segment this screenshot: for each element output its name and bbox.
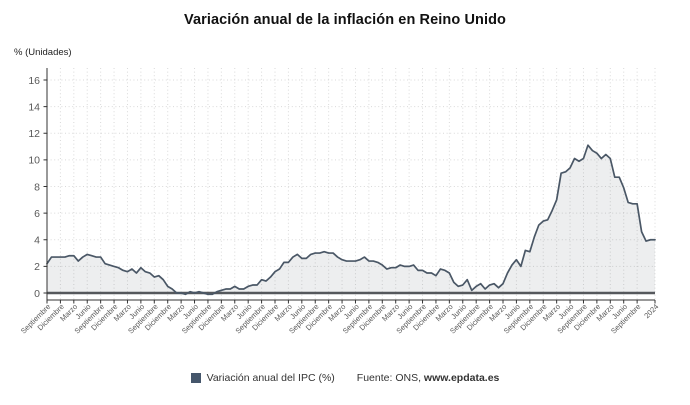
svg-text:14: 14 <box>28 101 40 113</box>
svg-text:12: 12 <box>28 128 40 140</box>
svg-text:16: 16 <box>28 75 40 87</box>
x-axis: SeptiembreDiciembreMarzoJunioSeptiembreD… <box>19 299 660 336</box>
source-prefix: Fuente: ONS, <box>356 372 424 384</box>
y-axis: 0 2 4 6 8 10 12 14 16 <box>28 68 48 300</box>
series-line <box>46 144 656 296</box>
svg-text:6: 6 <box>34 208 40 220</box>
legend-marker-icon <box>190 373 201 383</box>
series-ipc <box>46 144 656 296</box>
svg-text:2024: 2024 <box>642 302 660 320</box>
chart-footer: Variación anual del IPC (%) Fuente: ONS,… <box>0 372 690 384</box>
chart-title: Variación anual de la inflación en Reino… <box>183 12 507 28</box>
y-axis-unit-label: % (Unidades) <box>14 47 72 58</box>
svg-text:4: 4 <box>34 235 40 247</box>
source-site-link[interactable]: www.epdata.es <box>423 372 500 384</box>
legend-item-ipc[interactable]: Variación anual del IPC (%) <box>190 372 335 384</box>
inflation-line-chart: 0 2 4 6 8 10 12 14 16 SeptiembreDiciembreMarzoJun… <box>19 68 660 336</box>
svg-text:0: 0 <box>34 288 40 300</box>
svg-text:2: 2 <box>34 261 40 273</box>
legend-label: Variación anual del IPC (%) <box>206 372 335 384</box>
svg-text:8: 8 <box>34 181 40 193</box>
series-area <box>47 145 655 295</box>
svg-text:10: 10 <box>28 155 40 167</box>
grid <box>46 68 656 300</box>
source-attribution: Fuente: ONS, www.epdata.es <box>357 372 500 384</box>
